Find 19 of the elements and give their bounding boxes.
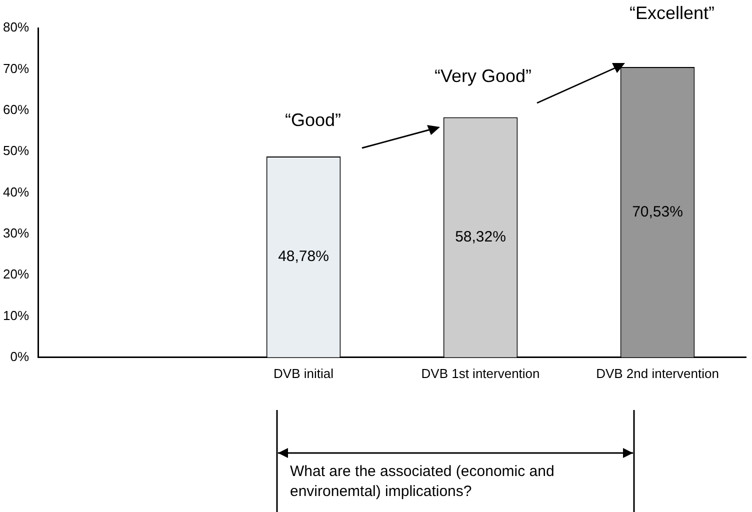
y-tick-label: 30% <box>2 225 30 240</box>
y-tick-label: 20% <box>2 266 30 282</box>
x-tick-label: DVB 2nd intervention <box>596 366 719 381</box>
x-tick-label: DVB 1st intervention <box>421 366 540 381</box>
y-tick-label: 80% <box>2 20 30 35</box>
y-tick-label: 60% <box>2 102 30 117</box>
text: What are the associated (economic and environemtal) implications? <box>290 462 556 502</box>
data-label: 70,53% <box>632 203 683 220</box>
text: “Excellent” <box>628 2 716 24</box>
y-tick-label: 10% <box>2 308 30 323</box>
data-label: 48,78% <box>278 248 329 266</box>
y-tick-label: 40% <box>2 184 30 200</box>
y-tick-label: 50% <box>2 143 30 158</box>
annotation: “Very Good” <box>433 65 533 87</box>
y-tick-label: 70% <box>2 60 30 76</box>
annotation: “Good” <box>284 109 342 131</box>
y-tick-label: 0% <box>10 348 30 364</box>
data-label: 58,32% <box>455 228 506 246</box>
x-tick-label: DVB initial <box>274 366 334 381</box>
